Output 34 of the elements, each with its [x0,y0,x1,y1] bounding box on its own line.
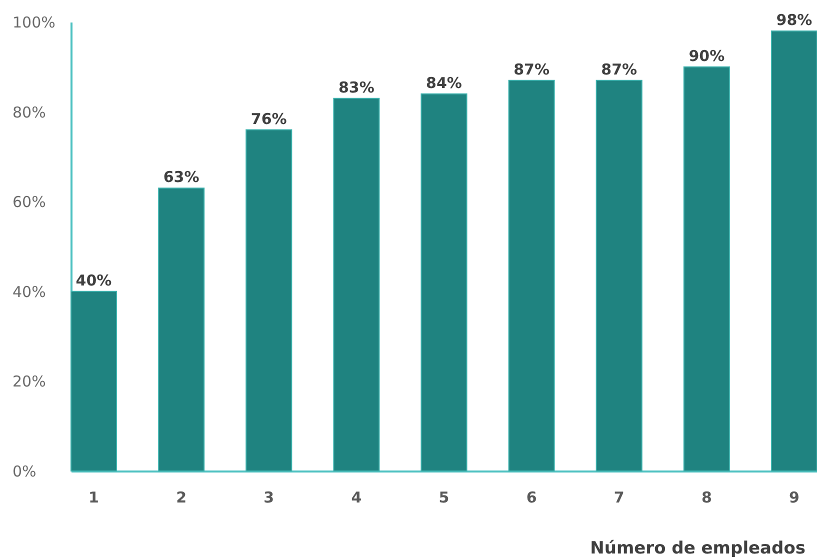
bar [683,66,730,472]
x-tick-label: 4 [351,488,362,506]
bar [158,188,205,472]
y-tick-label: 80% [12,103,46,122]
y-tick-label: 0% [12,462,36,480]
y-tick-label: 60% [12,193,46,212]
data-label: 90% [688,46,725,65]
data-label: 87% [601,60,638,78]
data-label: 76% [250,110,287,128]
y-tick-label: 40% [12,282,46,301]
bar [508,80,555,472]
x-tick-label: 2 [176,488,187,506]
y-tick-label: 20% [12,372,46,391]
data-label: 63% [163,168,200,186]
x-tick-label: 8 [701,488,712,506]
data-label: 40% [76,271,112,290]
x-tick-label: 1 [88,488,99,506]
data-label: 87% [514,60,550,78]
bar [246,129,292,472]
x-tick-label: 6 [526,488,537,506]
bar [770,30,817,472]
bar [420,93,468,472]
x-tick-label: 5 [438,488,450,506]
x-axis-title: Número de empleados [590,538,806,558]
x-tick-label: 7 [614,488,624,506]
data-label: 84% [426,74,462,92]
data-label: 98% [776,10,812,29]
x-tick-label: 3 [264,488,274,506]
y-tick-label: 100% [12,14,56,32]
bar [596,80,642,472]
bar [333,98,380,472]
bar [70,290,118,472]
data-label: 83% [338,78,374,96]
x-tick-label: 9 [789,488,800,506]
